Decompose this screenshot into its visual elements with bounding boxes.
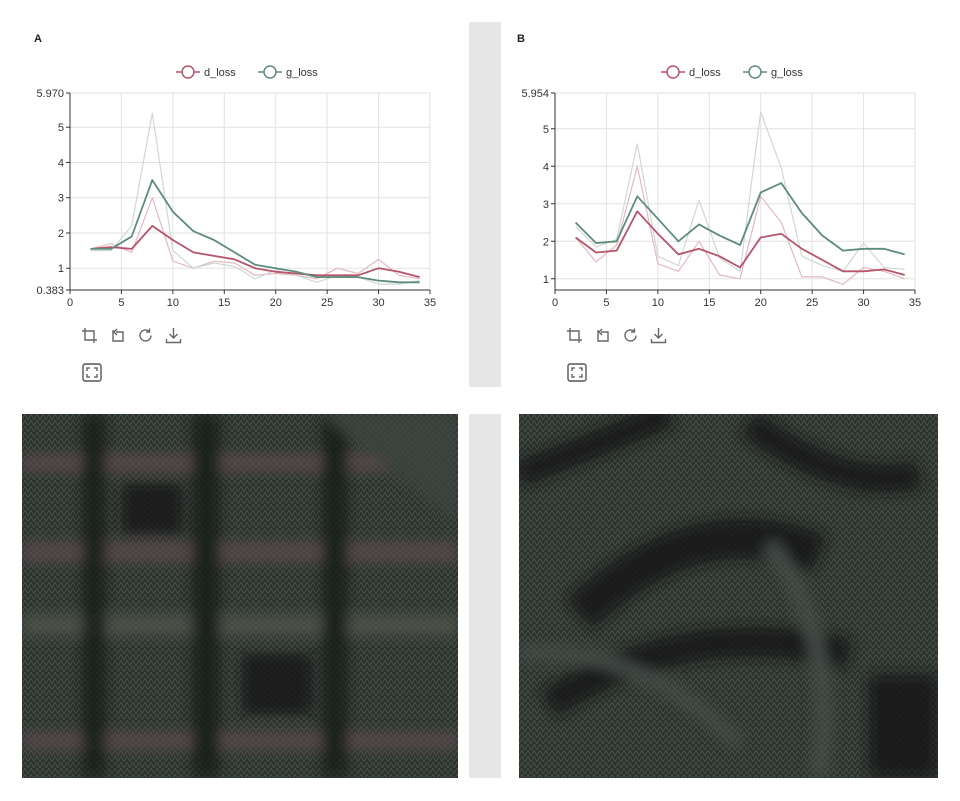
x-tick-label: 35 xyxy=(909,297,921,309)
legend-swatch-marker xyxy=(181,65,195,79)
series-line-d_loss-raw xyxy=(90,197,420,280)
y-tick-label: 5 xyxy=(543,124,549,136)
x-tick-label: 25 xyxy=(806,297,818,309)
fullscreen-icon[interactable] xyxy=(567,363,587,382)
x-tick-label: 10 xyxy=(652,297,664,309)
x-tick-label: 35 xyxy=(424,297,436,309)
legend-swatch-marker xyxy=(666,65,680,79)
series-line-d_loss-raw xyxy=(575,165,905,285)
y-tick-label: 2 xyxy=(543,236,549,248)
y-tick-label: 5.970 xyxy=(36,88,64,100)
loss-chart-a: 0 5 10 15 20 25 30 35 0.383 1 2 3 4 5 5.970 d_loss g_los… xyxy=(36,65,436,309)
panel-divider-top xyxy=(469,22,501,387)
legend-swatch-marker xyxy=(263,65,277,79)
x-tick-label: 10 xyxy=(167,297,179,309)
x-tick-label: 0 xyxy=(552,297,558,309)
zoom-icon[interactable] xyxy=(80,326,99,345)
generated-texture-a xyxy=(22,414,458,778)
legend-label: d_loss xyxy=(204,67,236,79)
x-tick-label: 20 xyxy=(270,297,282,309)
y-tick-label: 4 xyxy=(58,157,64,169)
x-tick-label: 15 xyxy=(218,297,230,309)
x-tick-label: 5 xyxy=(603,297,609,309)
legend-swatch-marker xyxy=(748,65,762,79)
fullscreen-icon[interactable] xyxy=(82,363,102,382)
series-line-g_loss-raw xyxy=(575,111,905,272)
generated-texture-b xyxy=(519,414,938,778)
panel-b-label: B xyxy=(517,33,525,45)
y-tick-label: 5 xyxy=(58,122,64,134)
y-tick-label: 3 xyxy=(58,193,64,205)
x-tick-label: 5 xyxy=(118,297,124,309)
x-tick-label: 30 xyxy=(372,297,384,309)
y-tick-label: 2 xyxy=(58,228,64,240)
series-line-g_loss xyxy=(574,182,905,256)
panel-a-label: A xyxy=(34,33,42,45)
loss-chart-b: 0 5 10 15 20 25 30 35 1 2 3 4 5 5.954 d_loss g_loss xyxy=(521,65,921,309)
legend-item-g_loss[interactable]: g_loss xyxy=(743,65,803,79)
chart-toolbar-b xyxy=(565,326,668,345)
refresh-icon[interactable] xyxy=(136,326,155,345)
x-tick-label: 15 xyxy=(703,297,715,309)
legend-label: g_loss xyxy=(286,67,318,79)
x-tick-label: 0 xyxy=(67,297,73,309)
download-icon[interactable] xyxy=(649,326,668,345)
legend-label: g_loss xyxy=(771,67,803,79)
legend-item-d_loss[interactable]: d_loss xyxy=(176,65,236,79)
y-tick-label: 1 xyxy=(58,263,64,275)
x-tick-label: 30 xyxy=(857,297,869,309)
x-tick-label: 20 xyxy=(755,297,767,309)
y-tick-label: 0.383 xyxy=(36,285,64,297)
series-line-g_loss-raw xyxy=(90,112,420,285)
legend-item-d_loss[interactable]: d_loss xyxy=(661,65,721,79)
y-tick-label: 1 xyxy=(543,274,549,286)
zoom-reset-icon[interactable] xyxy=(593,326,612,345)
series-line-d_loss xyxy=(90,224,420,278)
chart-toolbar-a xyxy=(80,326,183,345)
y-tick-label: 4 xyxy=(543,161,549,173)
y-tick-label: 5.954 xyxy=(521,88,549,100)
series-line-d_loss xyxy=(575,210,905,276)
panel-divider-bottom xyxy=(469,414,501,778)
zoom-icon[interactable] xyxy=(565,326,584,345)
refresh-icon[interactable] xyxy=(621,326,640,345)
legend-label: d_loss xyxy=(689,67,721,79)
x-tick-label: 25 xyxy=(321,297,333,309)
y-tick-label: 3 xyxy=(543,199,549,211)
zoom-reset-icon[interactable] xyxy=(108,326,127,345)
download-icon[interactable] xyxy=(164,326,183,345)
legend-item-g_loss[interactable]: g_loss xyxy=(258,65,318,79)
series-line-g_loss xyxy=(90,179,420,284)
